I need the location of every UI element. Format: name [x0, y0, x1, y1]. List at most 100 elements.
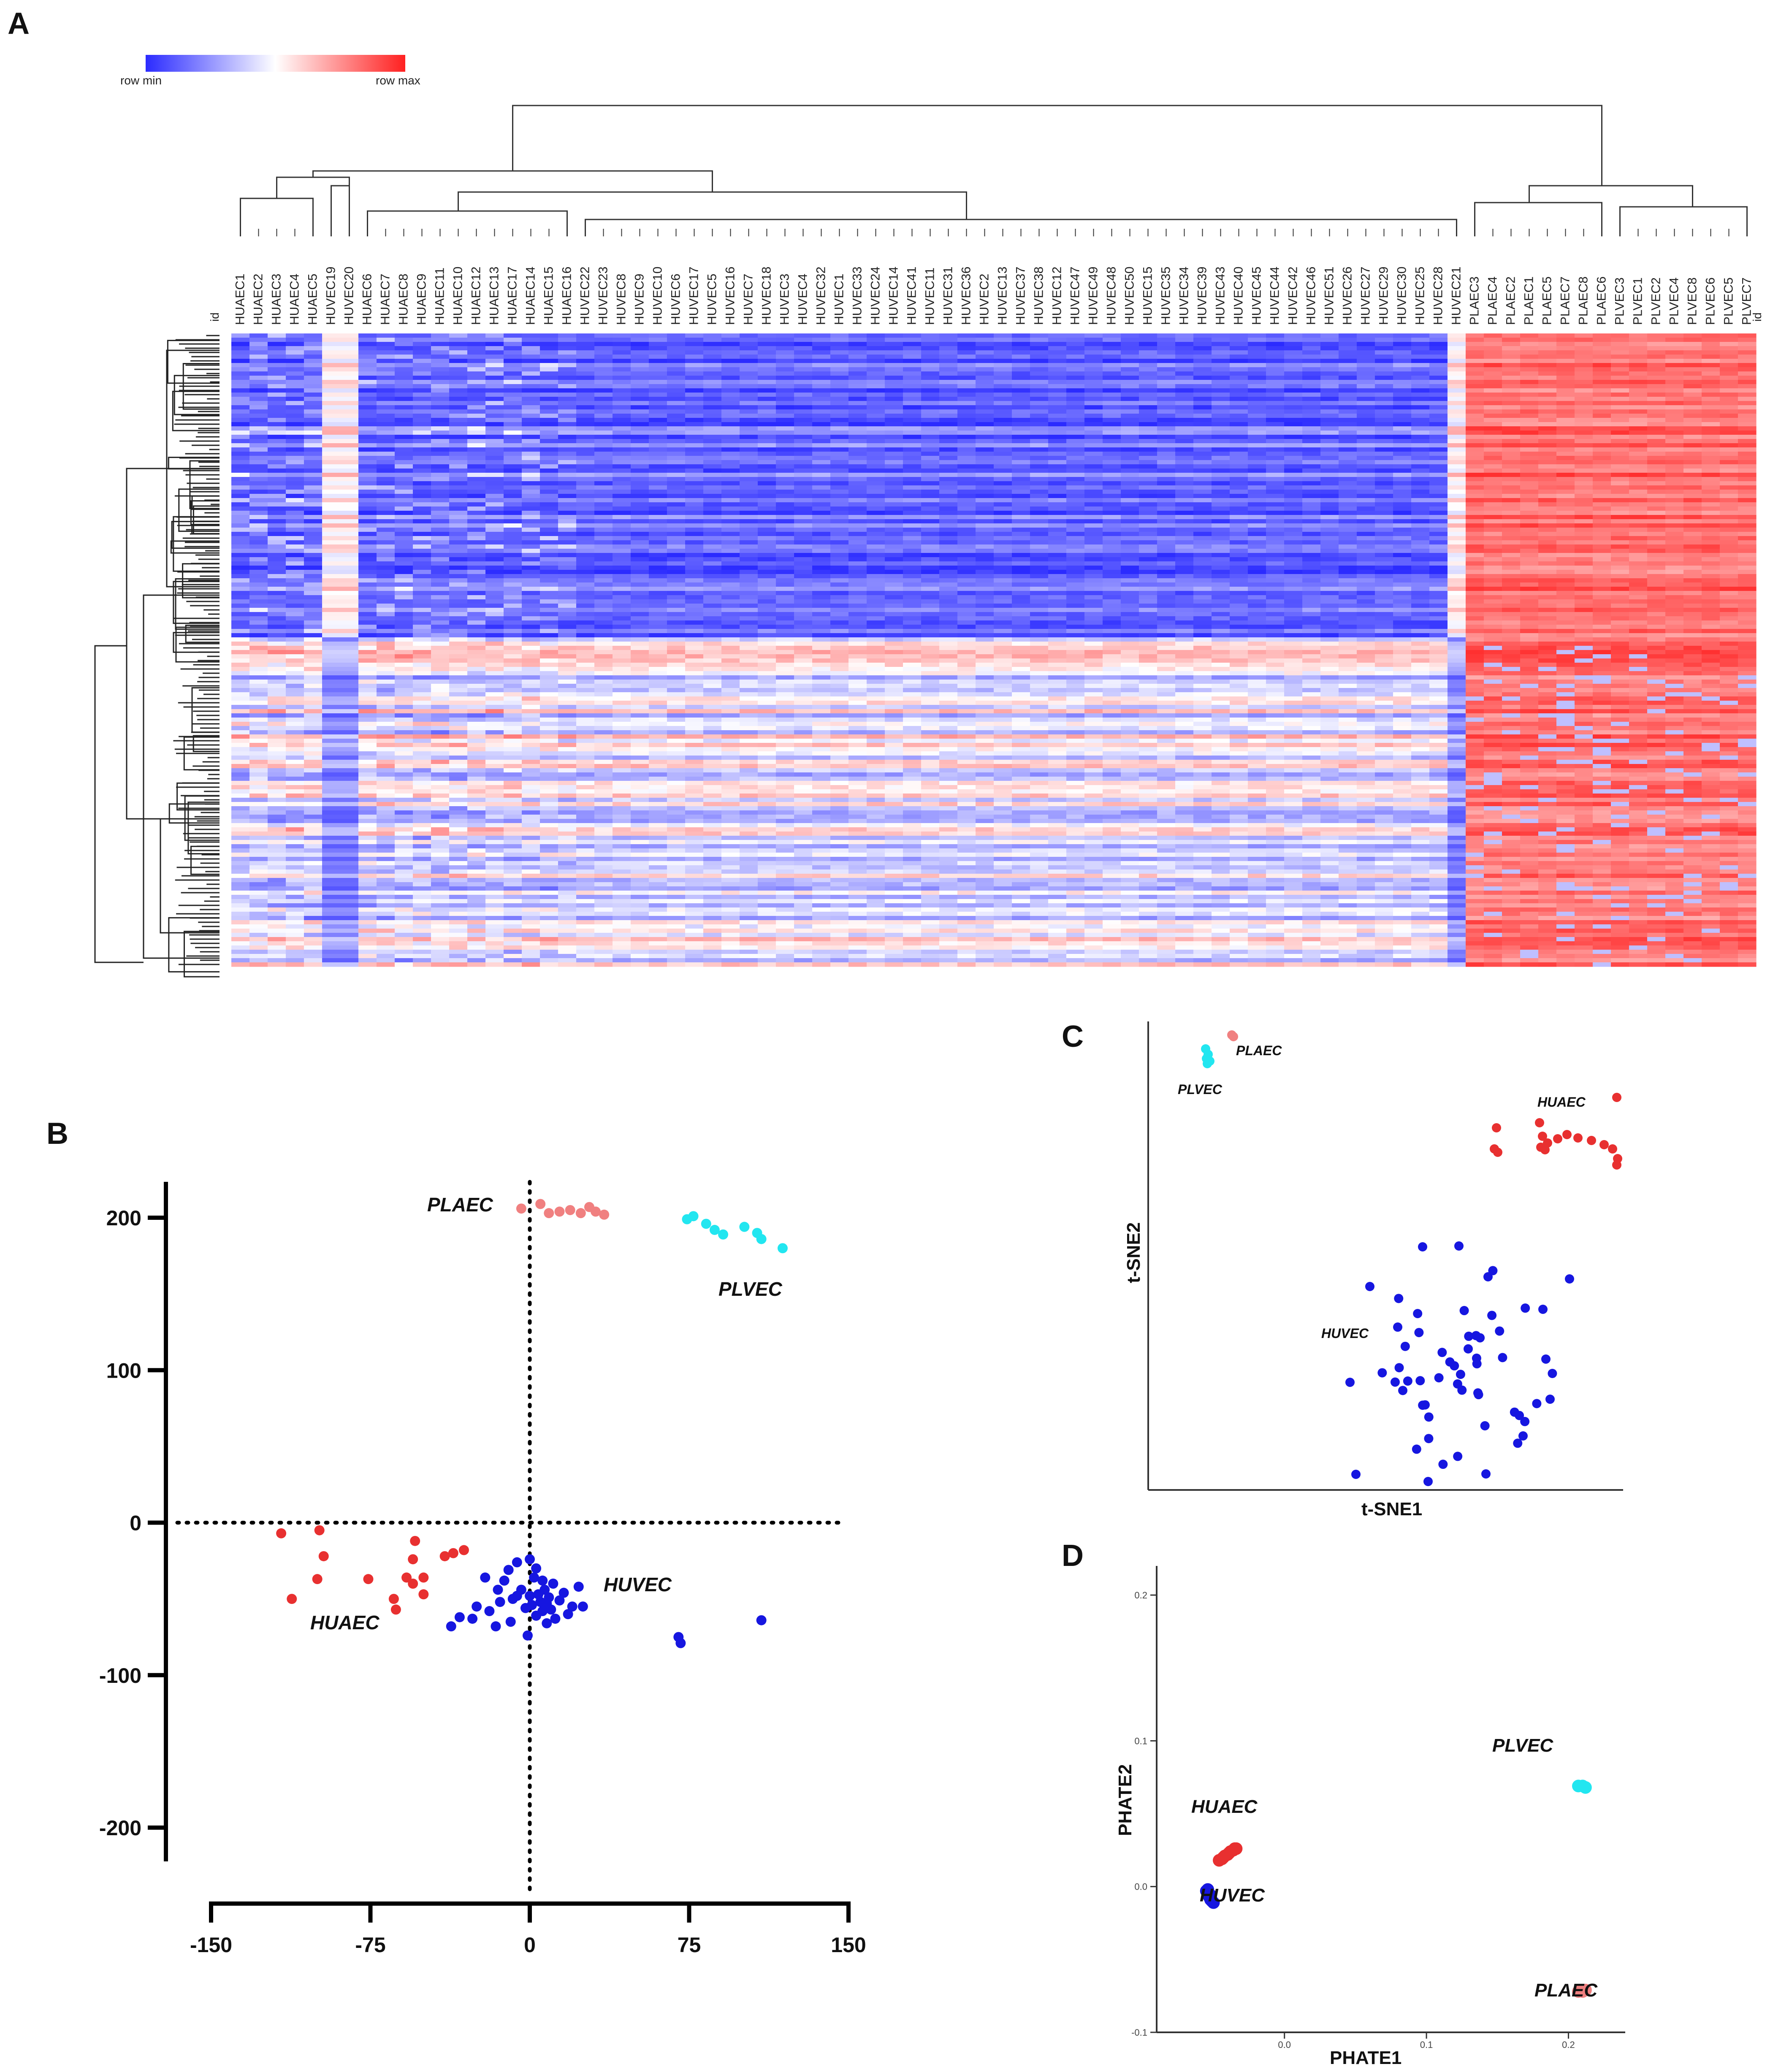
heatmap-cell: [631, 819, 649, 823]
heatmap-cell: [413, 591, 431, 596]
heatmap-cell: [685, 929, 704, 933]
heatmap-cell: [522, 709, 540, 714]
heatmap-cell: [649, 794, 667, 798]
column-label: HUVEC36: [960, 267, 973, 325]
heatmap-cell: [268, 367, 286, 372]
heatmap-cell: [413, 696, 431, 701]
heatmap-cell: [467, 629, 486, 634]
heatmap-cell: [522, 371, 540, 376]
heatmap-cell: [485, 414, 504, 418]
heatmap-cell: [286, 760, 304, 764]
heatmap-cell: [467, 722, 486, 726]
heatmap-cell: [613, 832, 631, 836]
heatmap-cell: [377, 481, 395, 486]
heatmap-cell: [613, 692, 631, 697]
heatmap-cell: [395, 456, 413, 460]
heatmap-cell: [322, 625, 341, 629]
heatmap-cell: [540, 743, 558, 748]
heatmap-cell: [758, 409, 776, 414]
heatmap-cell: [740, 578, 758, 583]
heatmap-cell: [667, 405, 686, 410]
heatmap-cell: [467, 561, 486, 566]
heatmap-cell: [485, 819, 504, 823]
heatmap-cell: [322, 874, 341, 878]
heatmap-cell: [522, 456, 540, 460]
heatmap-cell: [685, 591, 704, 596]
heatmap-cell: [504, 397, 522, 401]
heatmap-cell: [395, 933, 413, 937]
heatmap-cell: [631, 393, 649, 397]
heatmap-cell: [703, 532, 722, 536]
heatmap-cell: [758, 916, 776, 921]
heatmap-cell: [449, 709, 468, 714]
heatmap-cell: [268, 642, 286, 646]
heatmap-cell: [540, 464, 558, 469]
heatmap-cell: [304, 359, 323, 363]
heatmap-cell: [522, 604, 540, 608]
heatmap-cell: [667, 857, 686, 861]
heatmap-cell: [286, 785, 304, 790]
heatmap-cell: [449, 380, 468, 385]
heatmap-cell: [268, 734, 286, 739]
heatmap-cell: [413, 718, 431, 722]
heatmap-cell: [340, 464, 359, 469]
heatmap-cell: [395, 836, 413, 840]
heatmap-cell: [485, 929, 504, 933]
heatmap-cell: [613, 671, 631, 676]
heatmap-cell: [721, 333, 740, 338]
heatmap-cell: [576, 506, 595, 511]
heatmap-cell: [613, 469, 631, 473]
heatmap-cell: [576, 350, 595, 355]
heatmap-cell: [649, 620, 667, 625]
heatmap-cell: [631, 494, 649, 498]
heatmap-cell: [340, 502, 359, 507]
heatmap-cell: [467, 734, 486, 739]
heatmap-cell: [286, 502, 304, 507]
heatmap-cell: [649, 924, 667, 929]
heatmap-cell: [449, 865, 468, 870]
heatmap-cell: [504, 781, 522, 785]
heatmap-cell: [740, 650, 758, 655]
heatmap-cell: [485, 494, 504, 498]
heatmap-cell: [613, 861, 631, 866]
heatmap-cell: [322, 781, 341, 785]
heatmap-cell: [268, 409, 286, 414]
heatmap-cell: [358, 625, 377, 629]
heatmap-cell: [340, 789, 359, 794]
heatmap-cell: [558, 439, 577, 444]
heatmap-cell: [558, 760, 577, 764]
heatmap-cell: [685, 916, 704, 921]
heatmap-cell: [304, 574, 323, 579]
heatmap-cell: [540, 654, 558, 659]
heatmap-cell: [377, 388, 395, 393]
heatmap-cell: [322, 637, 341, 642]
heatmap-cell: [721, 494, 740, 498]
heatmap-cell: [268, 612, 286, 617]
heatmap-cell: [358, 498, 377, 503]
heatmap-cell: [485, 566, 504, 570]
heatmap-cell: [431, 515, 450, 520]
heatmap-cell: [758, 540, 776, 545]
heatmap-cell: [485, 371, 504, 376]
heatmap-cell: [540, 844, 558, 849]
heatmap-cell: [395, 401, 413, 406]
heatmap-cell: [558, 595, 577, 600]
heatmap-cell: [358, 418, 377, 423]
heatmap-cell: [485, 958, 504, 963]
heatmap-cell: [504, 523, 522, 528]
heatmap-cell: [395, 338, 413, 342]
heatmap-cell: [395, 945, 413, 950]
heatmap-cell: [558, 705, 577, 710]
heatmap-cell: [721, 650, 740, 655]
heatmap-cell: [504, 620, 522, 625]
heatmap-cell: [431, 502, 450, 507]
heatmap-cell: [522, 629, 540, 634]
heatmap-cell: [358, 612, 377, 617]
heatmap-cell: [613, 903, 631, 908]
heatmap-cell: [649, 346, 667, 351]
heatmap-cell: [685, 663, 704, 667]
column-label: HUVEC46: [1304, 267, 1318, 325]
heatmap-cell: [576, 435, 595, 439]
heatmap-cell: [649, 950, 667, 954]
heatmap-cell: [576, 654, 595, 659]
